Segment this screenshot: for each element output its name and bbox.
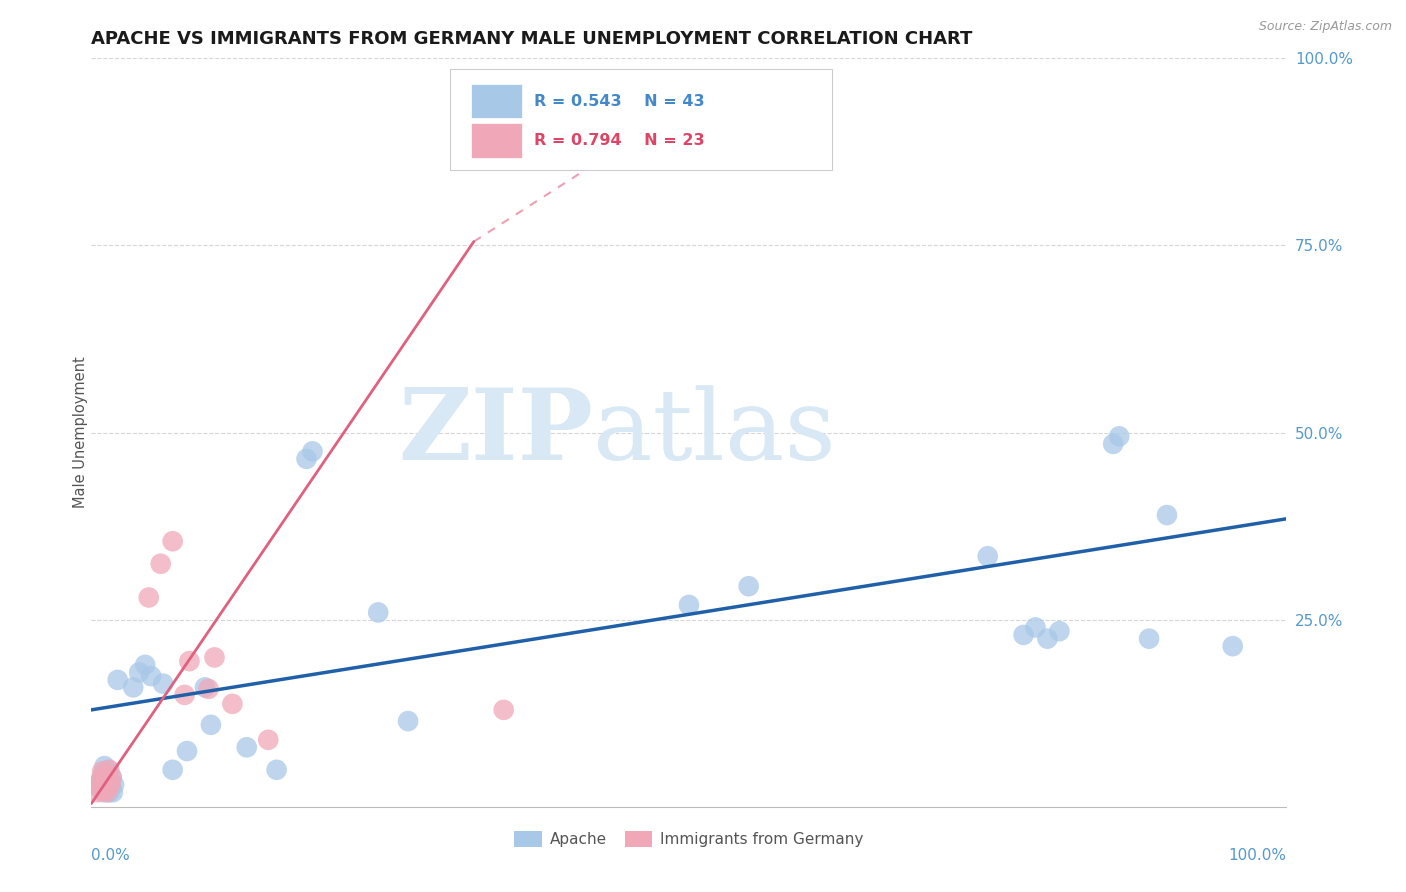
Point: [91, 764, 114, 779]
Point: [1024, 620, 1046, 634]
Text: 100.0%: 100.0%: [1229, 848, 1286, 863]
Point: [492, 703, 515, 717]
Point: [100, 778, 122, 792]
Point: [162, 763, 184, 777]
Point: [97, 763, 120, 777]
Legend: Apache, Immigrants from Germany: Apache, Immigrants from Germany: [509, 825, 869, 854]
Text: atlas: atlas: [593, 384, 837, 481]
Point: [301, 444, 323, 458]
Point: [266, 763, 288, 777]
Point: [93, 785, 114, 799]
Point: [152, 676, 174, 690]
Point: [93, 759, 115, 773]
FancyBboxPatch shape: [450, 70, 832, 170]
Point: [94, 769, 117, 783]
Point: [200, 718, 222, 732]
Point: [1012, 628, 1035, 642]
Point: [1102, 437, 1125, 451]
Point: [98, 785, 121, 799]
Point: [367, 606, 389, 620]
Point: [86, 785, 108, 799]
Point: [94, 781, 117, 796]
Point: [141, 669, 162, 683]
Point: [176, 744, 198, 758]
Point: [221, 697, 243, 711]
FancyBboxPatch shape: [471, 123, 522, 158]
Point: [149, 557, 172, 571]
Point: [100, 770, 122, 784]
Point: [101, 785, 124, 799]
Point: [96, 778, 118, 792]
Point: [89, 778, 111, 792]
Point: [612, 111, 634, 125]
Point: [93, 784, 114, 798]
Point: [93, 766, 114, 780]
Point: [103, 778, 125, 792]
Point: [257, 732, 280, 747]
Point: [96, 785, 118, 799]
FancyBboxPatch shape: [471, 84, 522, 119]
Point: [134, 657, 156, 672]
Y-axis label: Male Unemployment: Male Unemployment: [73, 357, 87, 508]
Text: R = 0.543    N = 43: R = 0.543 N = 43: [534, 94, 704, 109]
Text: ZIP: ZIP: [398, 384, 593, 481]
Point: [91, 770, 114, 784]
Point: [93, 776, 115, 790]
Point: [138, 591, 160, 605]
Point: [93, 778, 114, 792]
Text: APACHE VS IMMIGRANTS FROM GERMANY MALE UNEMPLOYMENT CORRELATION CHART: APACHE VS IMMIGRANTS FROM GERMANY MALE U…: [91, 30, 973, 48]
Point: [976, 549, 998, 564]
Point: [97, 778, 120, 792]
Point: [89, 781, 111, 796]
Point: [100, 778, 122, 792]
Point: [90, 772, 112, 786]
Point: [197, 681, 219, 696]
Point: [128, 665, 150, 680]
Point: [295, 451, 318, 466]
Point: [1137, 632, 1160, 646]
Point: [122, 681, 145, 695]
Point: [194, 681, 217, 695]
Point: [98, 763, 121, 777]
Text: Source: ZipAtlas.com: Source: ZipAtlas.com: [1258, 20, 1392, 33]
Text: R = 0.794    N = 23: R = 0.794 N = 23: [534, 133, 704, 148]
Point: [235, 740, 259, 755]
Text: 0.0%: 0.0%: [91, 848, 131, 863]
Point: [678, 598, 700, 612]
Point: [90, 774, 112, 789]
Point: [86, 778, 108, 792]
Point: [96, 770, 118, 784]
Point: [737, 579, 759, 593]
Point: [100, 770, 122, 784]
Point: [107, 673, 129, 687]
Point: [1222, 639, 1244, 653]
Point: [204, 650, 226, 665]
Point: [1049, 624, 1071, 639]
Point: [1036, 632, 1059, 646]
Point: [1156, 508, 1178, 522]
Point: [162, 534, 184, 549]
Point: [173, 688, 195, 702]
Point: [396, 714, 419, 728]
Point: [1108, 429, 1130, 443]
Point: [179, 654, 201, 668]
